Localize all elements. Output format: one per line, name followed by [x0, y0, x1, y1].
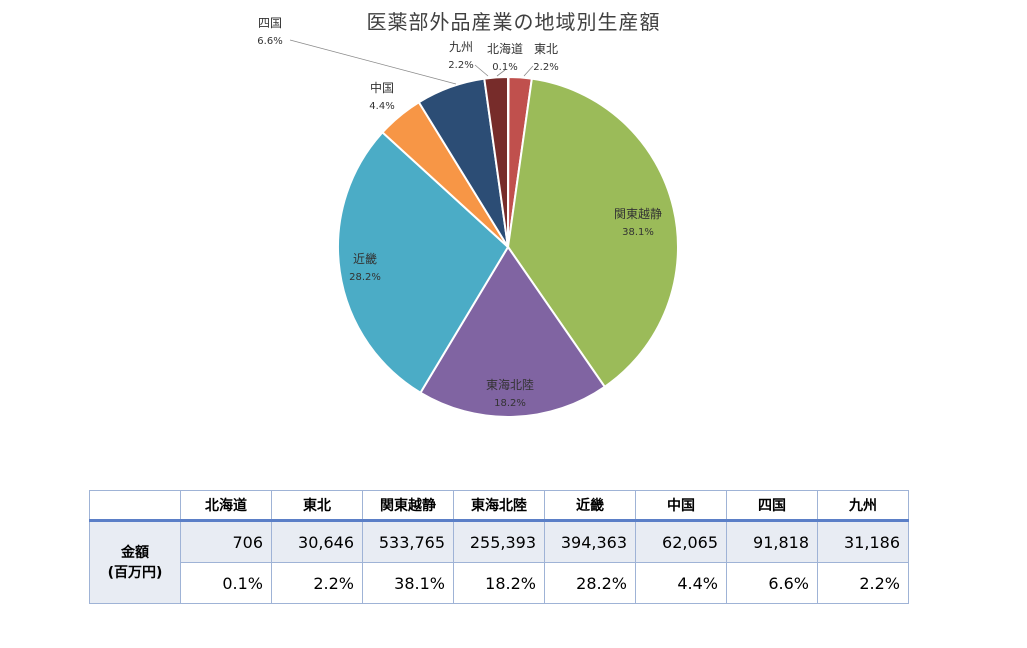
- data-table: 北海道 東北 関東越静 東海北陸 近畿 中国 四国 九州 金額 (百万円) 70…: [89, 490, 909, 604]
- percent-cell: 0.1%: [180, 562, 272, 604]
- column-header: 四国: [726, 490, 818, 522]
- slice-percent-label: 4.4%: [369, 101, 394, 112]
- percent-cell: 2.2%: [817, 562, 909, 604]
- percent-cell: 38.1%: [362, 562, 454, 604]
- column-header: 近畿: [544, 490, 636, 522]
- slice-percent-label: 2.2%: [448, 60, 473, 71]
- slice-name-label: 四国: [258, 16, 282, 30]
- pie-slice: [483, 75, 509, 248]
- amount-cell: 706: [180, 520, 272, 563]
- pie-slice: [506, 77, 679, 389]
- row-header-line1: 金額: [121, 544, 149, 561]
- amount-cell: 394,363: [544, 520, 636, 563]
- slice-percent-label: 18.2%: [494, 398, 526, 409]
- column-header: 中国: [635, 490, 727, 522]
- slice-name-label: 中国: [370, 80, 394, 95]
- amount-cell: 255,393: [453, 520, 545, 563]
- slice-percent-label: 0.1%: [492, 62, 517, 73]
- percent-cell: 4.4%: [635, 562, 727, 604]
- column-header: 北海道: [180, 490, 272, 522]
- percent-cell: 6.6%: [726, 562, 818, 604]
- table-row-percent: 0.1% 2.2% 38.1% 18.2% 28.2% 4.4% 6.6% 2.…: [90, 562, 909, 604]
- leader-line: [523, 65, 534, 77]
- leader-line: [474, 64, 489, 77]
- column-header: 東北: [271, 490, 363, 522]
- pie-slice: [419, 245, 607, 418]
- column-header: 関東越静: [362, 490, 454, 522]
- slice-percent-label: 28.2%: [349, 272, 381, 283]
- pie-slice: [337, 130, 510, 395]
- amount-cell: 30,646: [271, 520, 363, 563]
- amount-cell: 91,818: [726, 520, 818, 563]
- row-header-line2: (百万円): [107, 564, 163, 581]
- amount-cell: 62,065: [635, 520, 727, 563]
- column-header: 九州: [817, 490, 909, 522]
- row-header: 金額 (百万円): [89, 520, 181, 604]
- slice-name-label: 北海道: [487, 41, 523, 56]
- percent-cell: 2.2%: [271, 562, 363, 604]
- slice-percent-label: 38.1%: [622, 227, 654, 238]
- leader-line: [496, 69, 506, 77]
- slice-name-label: 東海北陸: [486, 377, 534, 392]
- slice-percent-label: 2.2%: [533, 62, 558, 73]
- column-header: 東海北陸: [453, 490, 545, 522]
- pie-chart: 北海道 0.1% 東北 2.2% 関東越静 38.1% 東海北陸 18.2% 近畿 28.2% 中国…: [257, 16, 679, 418]
- slice-name-label: 関東越静: [614, 207, 662, 221]
- percent-cell: 18.2%: [453, 562, 545, 604]
- table-header-row: 北海道 東北 関東越静 東海北陸 近畿 中国 四国 九州: [89, 490, 909, 522]
- slice-name-label: 近畿: [353, 252, 377, 266]
- percent-cell: 28.2%: [544, 562, 636, 604]
- leader-line: [289, 39, 457, 85]
- amount-cell: 533,765: [362, 520, 454, 563]
- slice-name-label: 東北: [534, 42, 558, 56]
- chart-title: 医薬部外品産業の地域別生産額: [366, 10, 661, 34]
- table-corner-cell: [89, 490, 181, 522]
- table-row-amount: 金額 (百万円) 706 30,646 533,765 255,393 394,…: [89, 520, 909, 604]
- slice-name-label: 九州: [449, 40, 473, 54]
- amount-cell: 31,186: [817, 520, 909, 563]
- slice-percent-label: 6.6%: [257, 36, 282, 47]
